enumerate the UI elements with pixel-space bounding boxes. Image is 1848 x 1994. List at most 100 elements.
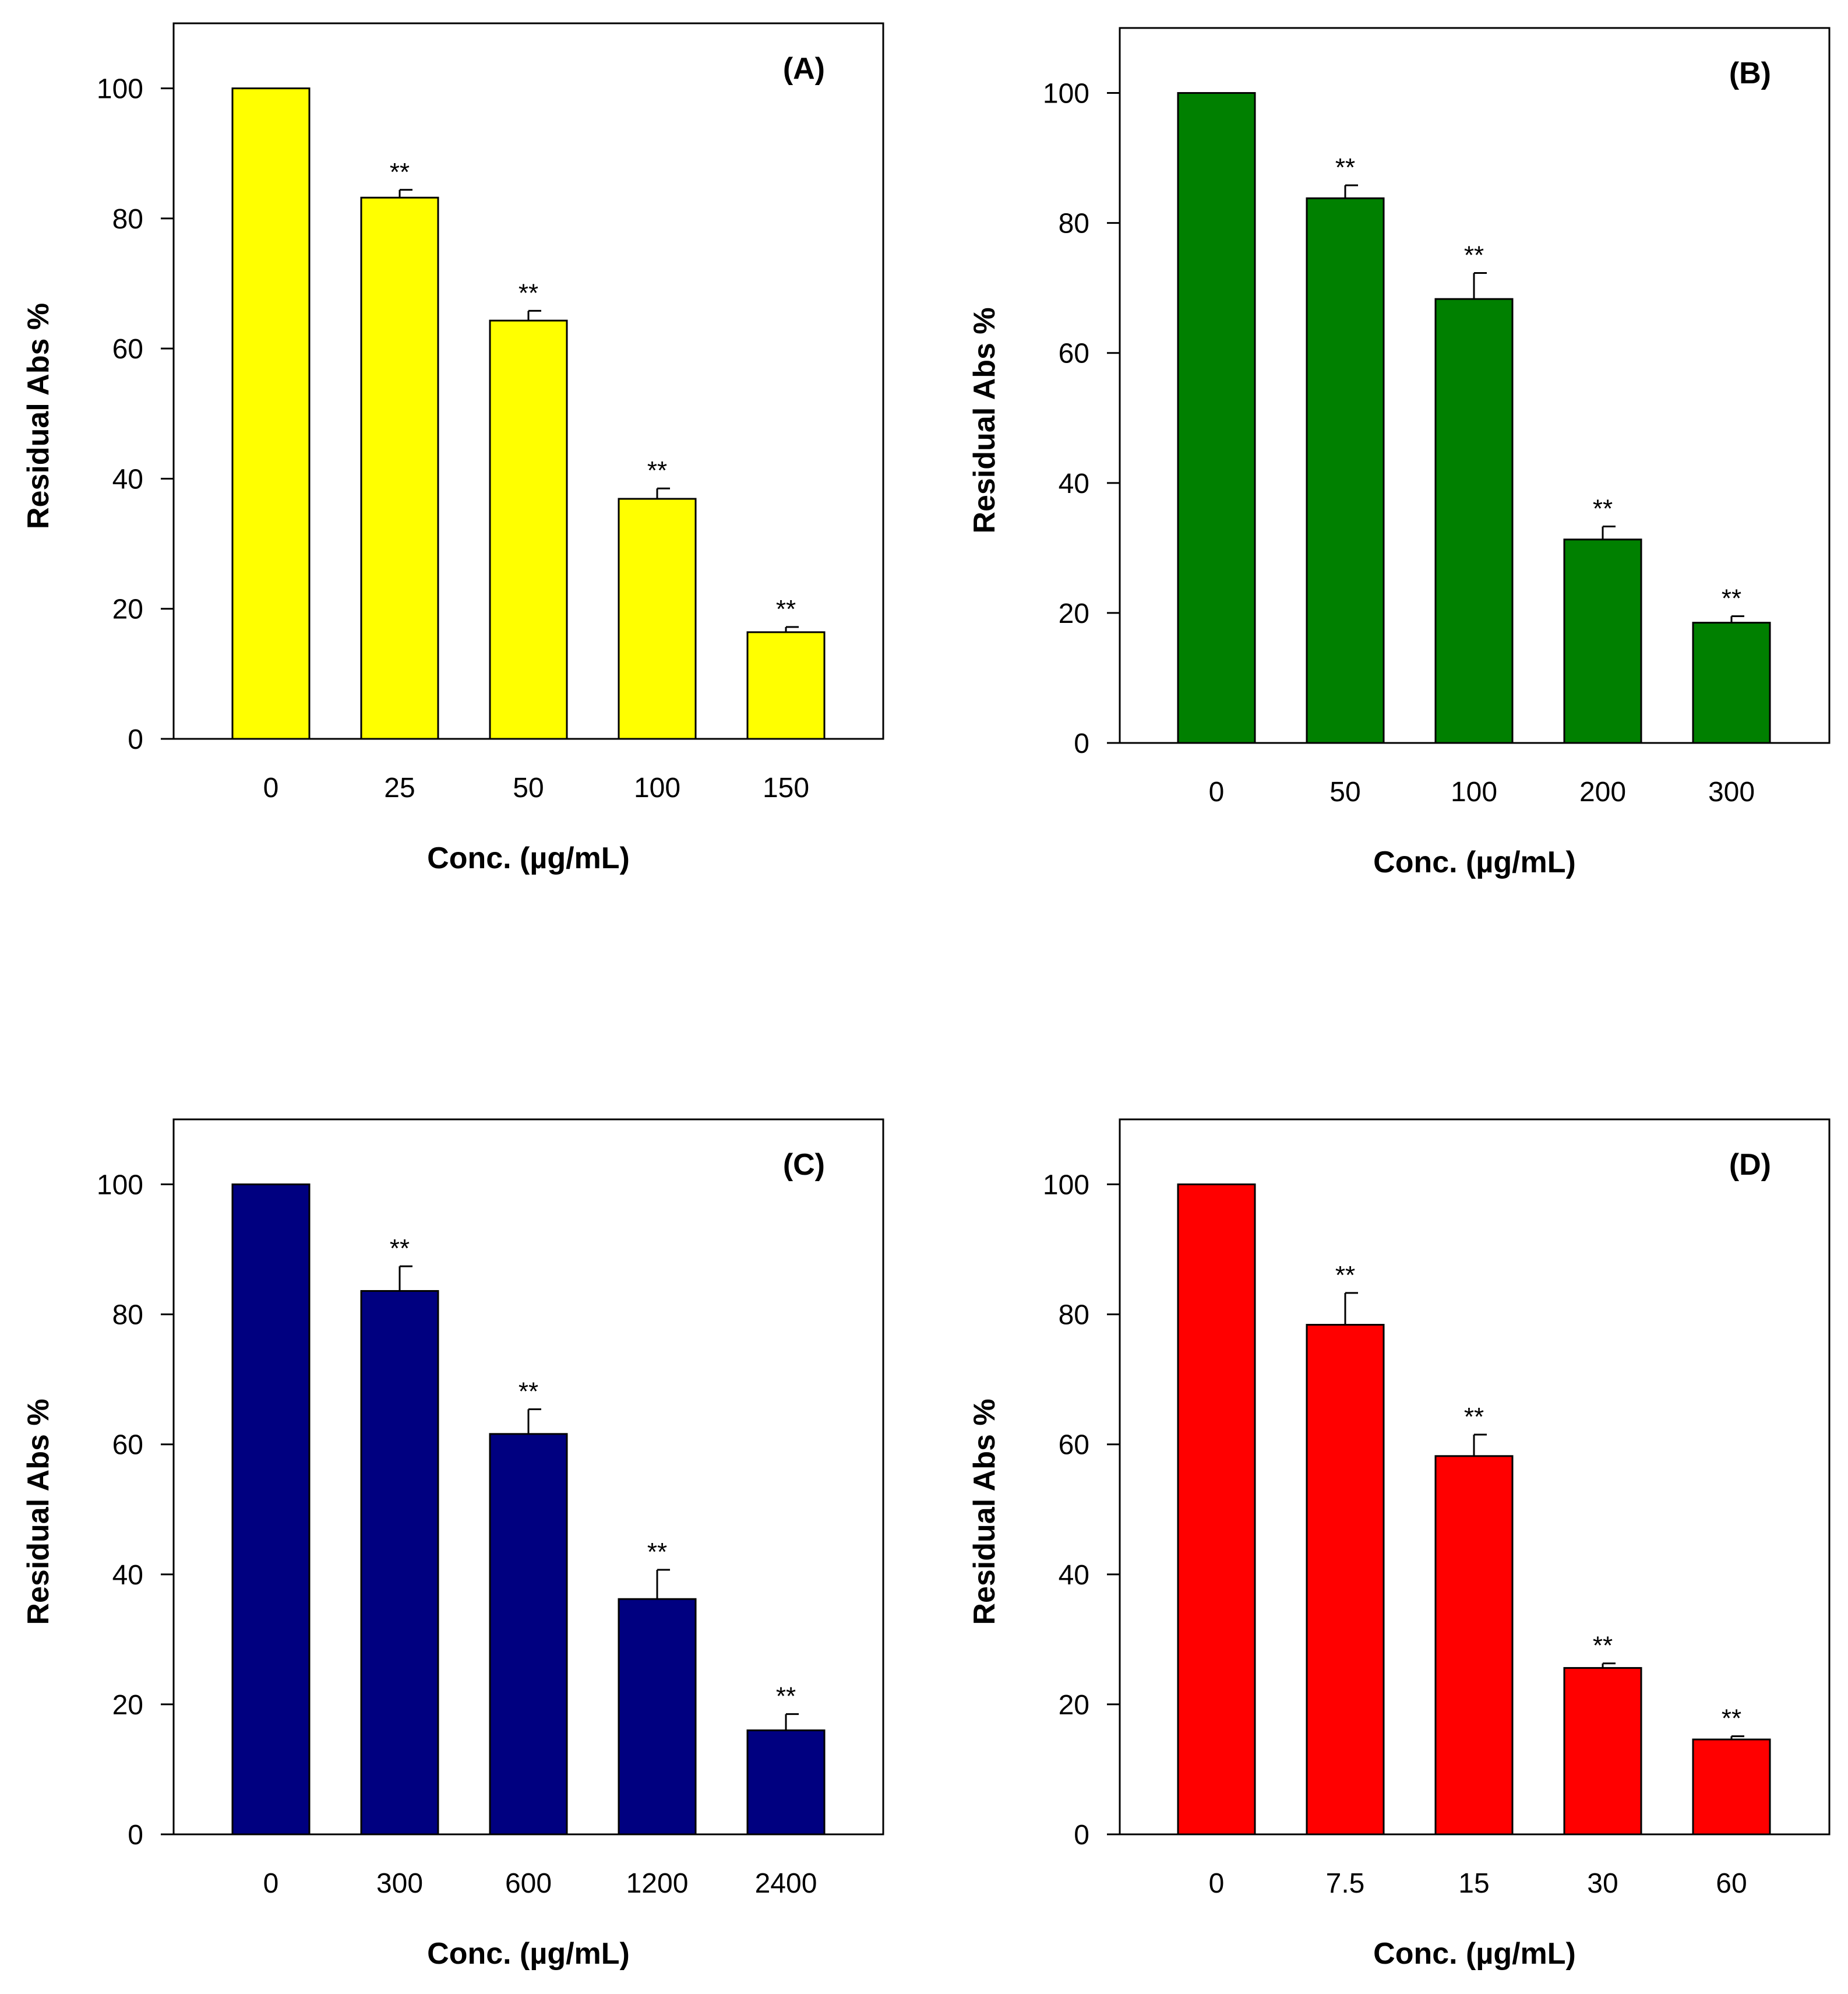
y-tick-label: 60 [1059, 1430, 1089, 1461]
bar-c-1 [360, 1290, 439, 1836]
bar-d-3 [1563, 1667, 1642, 1836]
y-tick-label: 40 [112, 1560, 143, 1591]
x-tick-label-b-3: 200 [1579, 777, 1626, 808]
x-tick-label-a-2: 50 [513, 773, 544, 804]
bar-c-4 [746, 1729, 826, 1836]
x-tick-label-b-0: 0 [1209, 777, 1225, 808]
y-axis: 0 20 40 60 80 100 [97, 74, 174, 755]
x-tick-label-a-0: 0 [263, 773, 279, 804]
x-tick-label-a-1: 25 [384, 773, 415, 804]
x-tick-label-c-4: 2400 [755, 1868, 817, 1899]
y-axis: 0 20 40 60 80 100 [1043, 1170, 1120, 1851]
x-axis-title: Conc. (µg/mL) [427, 841, 630, 875]
bar-b-2 [1434, 298, 1514, 744]
bar-d-4 [1692, 1738, 1771, 1836]
y-tick-label: 20 [1059, 1690, 1089, 1721]
significance-label-a-3: ** [647, 456, 667, 485]
panel-a: 0 20 40 60 80 100 Residual Abs % ** ** ** ** 0 25 50 1… [22, 22, 884, 875]
y-tick-label: 20 [1059, 598, 1089, 629]
panel-d: 0 20 40 60 80 100 Residual Abs % ** ** ** ** 0 7.5 15… [968, 1118, 1831, 1971]
y-tick-label: 60 [112, 334, 143, 365]
significance-label-c-1: ** [390, 1234, 410, 1263]
bar-c-0 [231, 1183, 311, 1836]
bar-a-2 [489, 319, 568, 740]
y-tick-label: 80 [112, 204, 143, 235]
bars: ** ** ** ** [1177, 1183, 1771, 1836]
y-tick-label: 40 [1059, 468, 1089, 499]
y-tick-label: 80 [1059, 1300, 1089, 1331]
significance-label-c-4: ** [776, 1682, 796, 1711]
bar-d-0 [1177, 1183, 1256, 1836]
y-axis-title: Residual Abs % [22, 1398, 55, 1625]
y-tick-label: 20 [112, 1690, 143, 1721]
y-tick-label: 100 [97, 74, 143, 105]
y-tick-label: 0 [128, 724, 143, 755]
y-tick-label: 60 [1059, 339, 1089, 369]
x-axis-title: Conc. (µg/mL) [1373, 1937, 1576, 1971]
x-axis-title: Conc. (µg/mL) [1373, 845, 1576, 879]
y-axis: 0 20 40 60 80 100 [1043, 79, 1120, 759]
x-tick-label-b-1: 50 [1329, 777, 1360, 808]
bar-d-2 [1434, 1455, 1514, 1836]
bar-b-0 [1177, 92, 1256, 744]
x-tick-label-c-0: 0 [263, 1868, 279, 1899]
significance-label-d-2: ** [1464, 1403, 1484, 1431]
bar-a-4 [746, 631, 826, 740]
bar-c-3 [618, 1598, 697, 1836]
y-tick-label: 0 [128, 1820, 143, 1851]
y-tick-label: 20 [112, 594, 143, 625]
x-tick-label-d-3: 30 [1587, 1868, 1618, 1899]
bar-a-1 [360, 196, 439, 740]
bar-a-0 [231, 87, 311, 740]
x-tick-label-a-3: 100 [634, 773, 680, 804]
y-axis-title: Residual Abs % [22, 303, 55, 529]
y-tick-label: 100 [97, 1170, 143, 1201]
x-tick-label-c-1: 300 [376, 1868, 423, 1899]
y-tick-label: 60 [112, 1430, 143, 1461]
y-tick-label: 0 [1074, 1820, 1089, 1851]
x-tick-label-d-2: 15 [1458, 1868, 1489, 1899]
panel-label: (B) [1729, 57, 1771, 90]
y-tick-label: 100 [1043, 1170, 1089, 1201]
y-axis-title: Residual Abs % [968, 1398, 1001, 1625]
y-tick-label: 100 [1043, 79, 1089, 110]
bar-b-1 [1306, 197, 1385, 744]
y-axis: 0 20 40 60 80 100 [97, 1170, 174, 1851]
y-tick-label: 40 [1059, 1560, 1089, 1591]
significance-label-b-4: ** [1722, 584, 1741, 612]
significance-label-c-2: ** [519, 1377, 538, 1405]
significance-label-d-1: ** [1335, 1261, 1355, 1290]
x-tick-label-d-1: 7.5 [1326, 1868, 1365, 1899]
bar-b-4 [1692, 622, 1771, 744]
significance-label-d-3: ** [1593, 1632, 1613, 1660]
significance-label-b-3: ** [1593, 495, 1613, 523]
panel-label: (C) [783, 1148, 825, 1182]
x-tick-label-b-2: 100 [1451, 777, 1497, 808]
significance-label-b-2: ** [1464, 241, 1484, 270]
y-tick-label: 40 [112, 464, 143, 495]
bars: ** ** ** ** [231, 1183, 826, 1836]
panel-label: (A) [783, 52, 825, 86]
bars: ** ** ** ** [1177, 92, 1771, 744]
bar-c-2 [489, 1433, 568, 1836]
bars: ** ** ** ** [231, 87, 826, 740]
panel-label: (D) [1729, 1148, 1771, 1182]
y-tick-label: 0 [1074, 728, 1089, 759]
x-tick-label-b-4: 300 [1708, 777, 1755, 808]
x-tick-label-c-2: 600 [505, 1868, 552, 1899]
x-axis-title: Conc. (µg/mL) [427, 1937, 630, 1971]
significance-label-a-1: ** [390, 158, 410, 186]
x-tick-label-d-4: 60 [1716, 1868, 1747, 1899]
bar-a-3 [618, 498, 697, 740]
significance-label-b-1: ** [1335, 153, 1355, 182]
significance-label-c-3: ** [647, 1538, 667, 1566]
x-tick-label-c-3: 1200 [626, 1868, 689, 1899]
panel-b: 0 20 40 60 80 100 Residual Abs % ** ** ** ** 0 50 100… [968, 27, 1831, 879]
panel-c: 0 20 40 60 80 100 Residual Abs % ** ** ** ** 0 300 60… [22, 1118, 884, 1971]
bar-b-3 [1563, 538, 1642, 744]
significance-label-a-4: ** [776, 595, 796, 623]
x-tick-label-a-4: 150 [763, 773, 809, 804]
x-tick-label-d-0: 0 [1209, 1868, 1225, 1899]
y-axis-title: Residual Abs % [968, 307, 1001, 533]
